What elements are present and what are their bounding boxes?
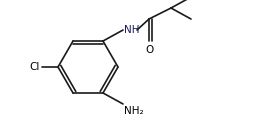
Text: Cl: Cl — [30, 62, 40, 72]
Text: NH: NH — [124, 25, 140, 35]
Text: NH₂: NH₂ — [124, 106, 144, 116]
Text: O: O — [145, 45, 153, 55]
